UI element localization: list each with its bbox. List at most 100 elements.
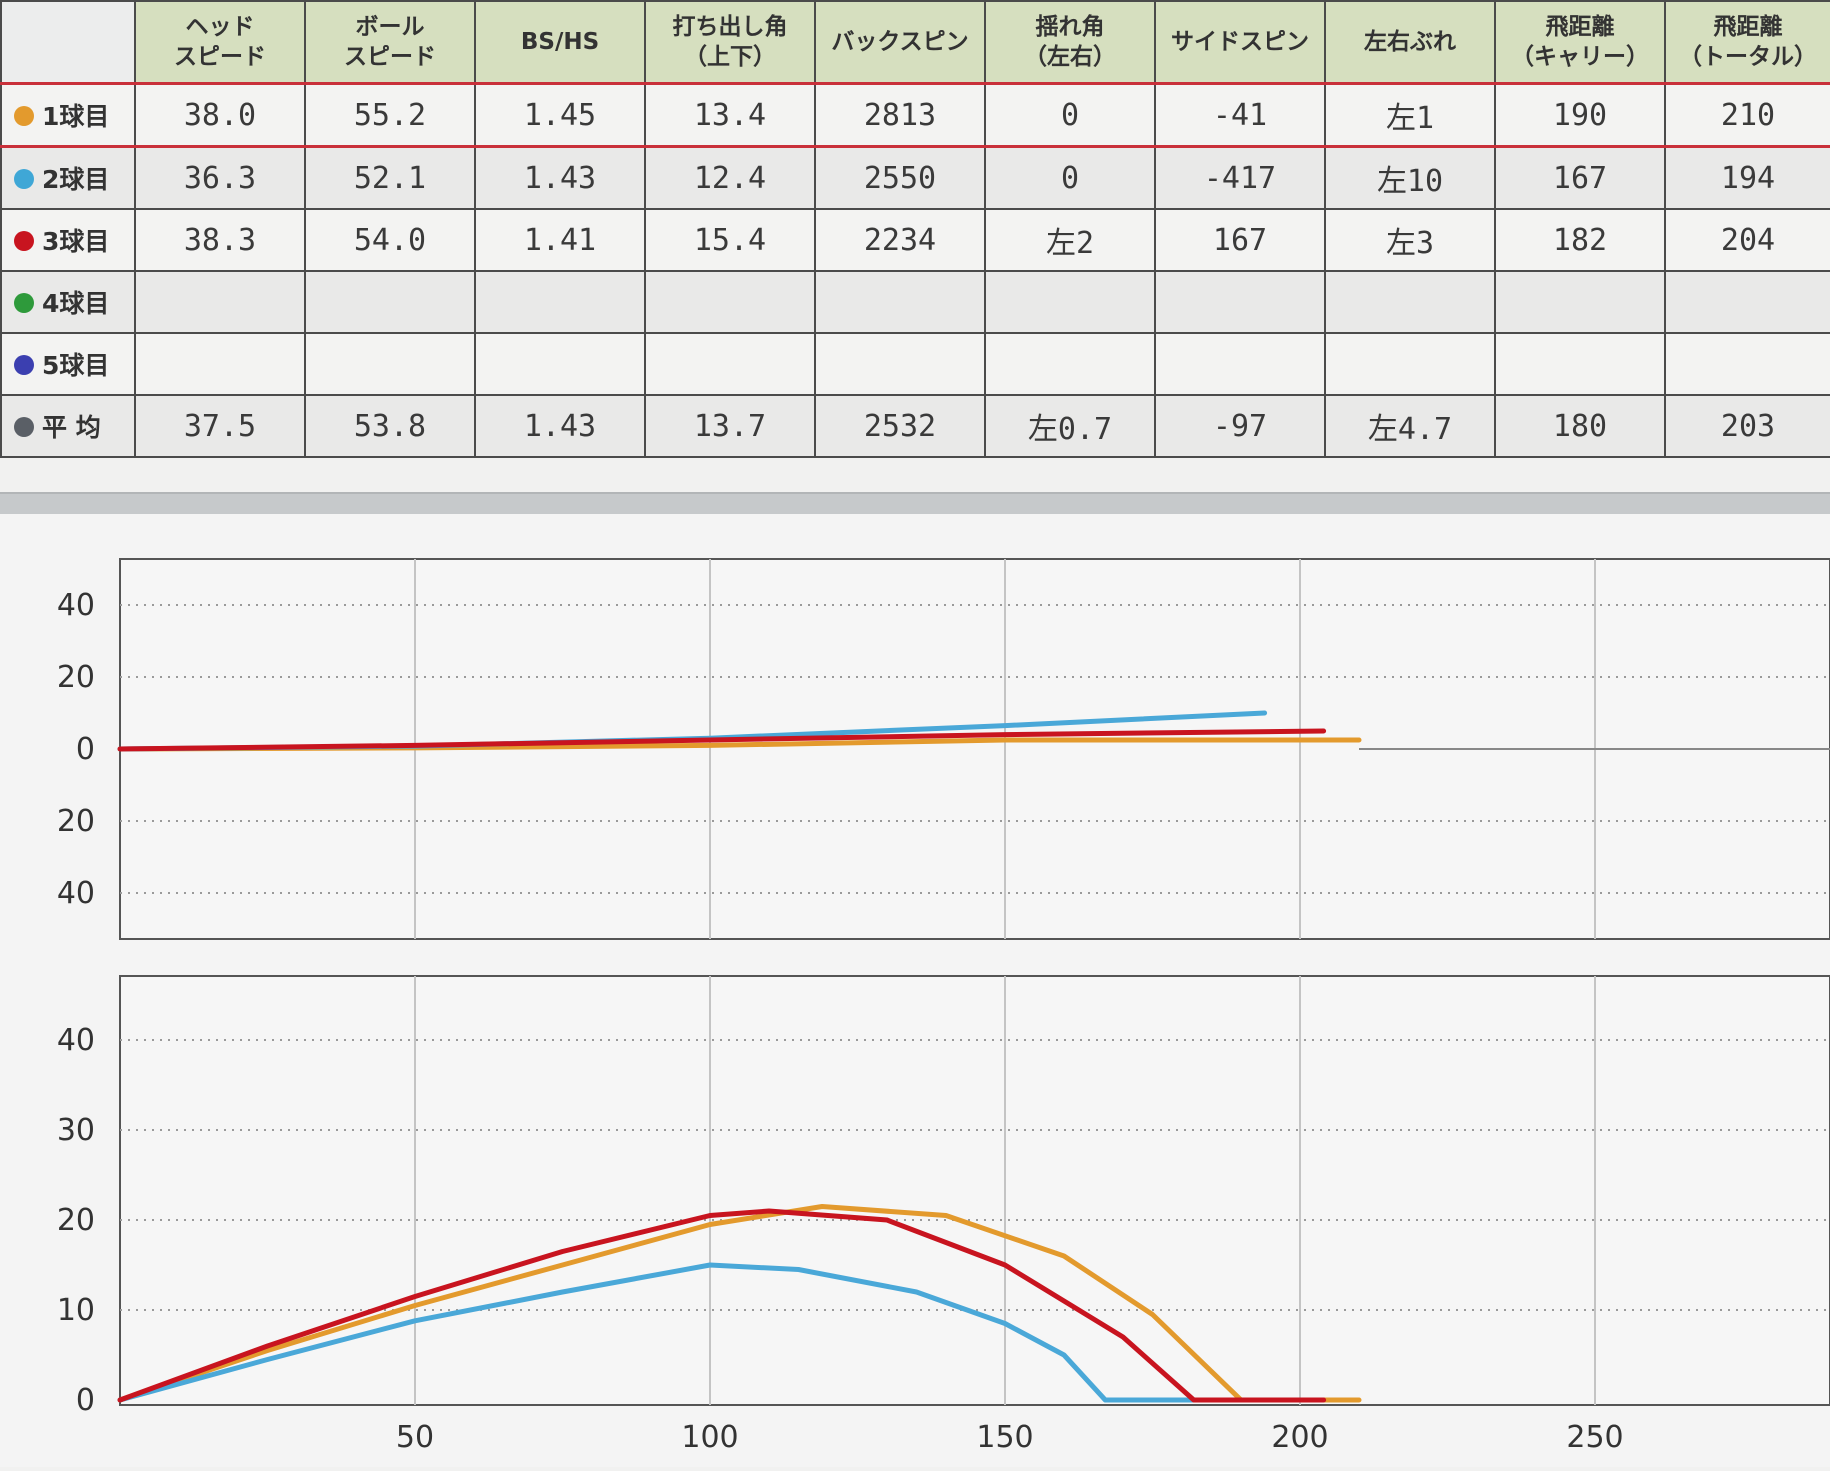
- column-header: 飛距離 （トータル）: [1664, 0, 1830, 85]
- row-label: 平 均: [0, 394, 136, 458]
- table-cell: [1494, 332, 1666, 396]
- row-label-text: 2球目: [42, 165, 110, 194]
- table-cell: 180: [1494, 394, 1666, 458]
- column-header-line: BS/HS: [520, 29, 600, 55]
- column-header: BS/HS: [474, 0, 646, 85]
- table-cell: 194: [1664, 145, 1830, 210]
- table-cell: 左10: [1324, 145, 1496, 210]
- table-cell: 1.41: [474, 208, 646, 272]
- row-label: 2球目: [0, 145, 136, 210]
- section-divider: [0, 492, 1830, 516]
- legend-dot-icon: [14, 417, 34, 437]
- y-tick-label: 0: [76, 1383, 95, 1418]
- row-label-text: 3球目: [42, 227, 110, 256]
- table-row: 2球目 36.3 52.1 1.43 12.4 2550 0 -417 左10 167 194: [0, 145, 1830, 210]
- header-corner: [0, 0, 136, 85]
- column-header: ボール スピード: [304, 0, 476, 85]
- column-header-line: ヘッド: [185, 14, 255, 40]
- table-cell: 13.4: [644, 82, 816, 148]
- legend-dot-icon: [14, 169, 34, 189]
- column-header-line: スピード: [344, 44, 436, 70]
- legend-dot-icon: [14, 106, 34, 126]
- x-tick-label: 50: [396, 1420, 434, 1455]
- column-header: 左右ぶれ: [1324, 0, 1496, 85]
- column-header: 揺れ角 （左右）: [984, 0, 1156, 85]
- table-cell: 左4.7: [1324, 394, 1496, 458]
- column-header-line: （トータル）: [1679, 44, 1817, 70]
- table-cell: [814, 270, 986, 334]
- table-cell: 1.43: [474, 145, 646, 210]
- table-cell: 0: [984, 82, 1156, 148]
- column-header-line: 揺れ角: [1035, 14, 1105, 40]
- x-tick-label: 150: [976, 1420, 1033, 1455]
- row-label-text: 平 均: [42, 413, 101, 442]
- table-cell: -97: [1154, 394, 1326, 458]
- column-header-line: 飛距離: [1545, 14, 1615, 40]
- x-tick-label: 250: [1566, 1420, 1623, 1455]
- table-cell: 37.5: [134, 394, 306, 458]
- table-cell: 36.3: [134, 145, 306, 210]
- table-row: 5球目: [0, 332, 1830, 396]
- y-tick-label: 40: [57, 876, 95, 911]
- table-cell: 15.4: [644, 208, 816, 272]
- column-header-line: 左右ぶれ: [1364, 29, 1456, 55]
- trajectory-line: [117, 728, 1327, 752]
- table-cell: [1494, 270, 1666, 334]
- legend-dot-icon: [14, 355, 34, 375]
- row-label: 5球目: [0, 332, 136, 396]
- table-cell: -41: [1154, 82, 1326, 148]
- table-cell: [134, 332, 306, 396]
- y-tick-label: 20: [57, 660, 95, 695]
- table-cell: 左0.7: [984, 394, 1156, 458]
- table-cell: [134, 270, 306, 334]
- table-cell: 2550: [814, 145, 986, 210]
- table-cell: [644, 270, 816, 334]
- row-label: 3球目: [0, 208, 136, 272]
- table-row: 4球目: [0, 270, 1830, 334]
- table-cell: 203: [1664, 394, 1830, 458]
- table-cell: -417: [1154, 145, 1326, 210]
- row-label: 4球目: [0, 270, 136, 334]
- table-cell: 190: [1494, 82, 1666, 148]
- table-row: 3球目 38.3 54.0 1.41 15.4 2234 左2 167 左3 182 204: [0, 208, 1830, 272]
- shot-data-table: ヘッド スピード ボール スピード BS/HS 打ち出し角 （上下） バックスピン 揺れ角 （左右…: [0, 0, 1830, 458]
- plot-frame: [119, 975, 1830, 1406]
- table-cell: 2813: [814, 82, 986, 148]
- table-cell: [984, 270, 1156, 334]
- table-cell: 0: [984, 145, 1156, 210]
- legend-dot-icon: [14, 293, 34, 313]
- column-header-line: スピード: [174, 44, 266, 70]
- table-cell: 13.7: [644, 394, 816, 458]
- column-header: ヘッド スピード: [134, 0, 306, 85]
- x-tick-label: 200: [1271, 1420, 1328, 1455]
- column-header-line: 飛距離: [1713, 14, 1783, 40]
- column-header-line: （キャリー）: [1511, 44, 1649, 70]
- table-cell: 左2: [984, 208, 1156, 272]
- y-tick-label: 40: [57, 588, 95, 623]
- table-cell: [1324, 270, 1496, 334]
- table-cell: 210: [1664, 82, 1830, 148]
- table-cell: [304, 332, 476, 396]
- row-label-text: 5球目: [42, 351, 110, 380]
- table-cell: 38.0: [134, 82, 306, 148]
- trajectory-line: [117, 1208, 1327, 1403]
- table-row: 平 均 37.5 53.8 1.43 13.7 2532 左0.7 -97 左4.7 180 203: [0, 394, 1830, 458]
- trajectory-line: [117, 1262, 1268, 1403]
- x-tick-label: 100: [681, 1420, 738, 1455]
- table-cell: 左3: [1324, 208, 1496, 272]
- table-cell: 1.45: [474, 82, 646, 148]
- table-cell: [1324, 332, 1496, 396]
- table-cell: [1154, 270, 1326, 334]
- table-cell: [644, 332, 816, 396]
- row-label: 1球目: [0, 82, 136, 148]
- column-header-line: バックスピン: [831, 29, 969, 55]
- column-header-line: （上下）: [684, 44, 776, 70]
- table-cell: 1.43: [474, 394, 646, 458]
- column-header: バックスピン: [814, 0, 986, 85]
- column-header: 飛距離 （キャリー）: [1494, 0, 1666, 85]
- chart-area: 40 20 0 20 40 0 10 20 30 40 50 100 150 200 250: [0, 514, 1830, 1467]
- y-tick-label: 40: [57, 1023, 95, 1058]
- table-cell: 52.1: [304, 145, 476, 210]
- column-header-line: 打ち出し角: [672, 14, 788, 40]
- table-header-row: ヘッド スピード ボール スピード BS/HS 打ち出し角 （上下） バックスピン 揺れ角 （左右…: [0, 0, 1830, 85]
